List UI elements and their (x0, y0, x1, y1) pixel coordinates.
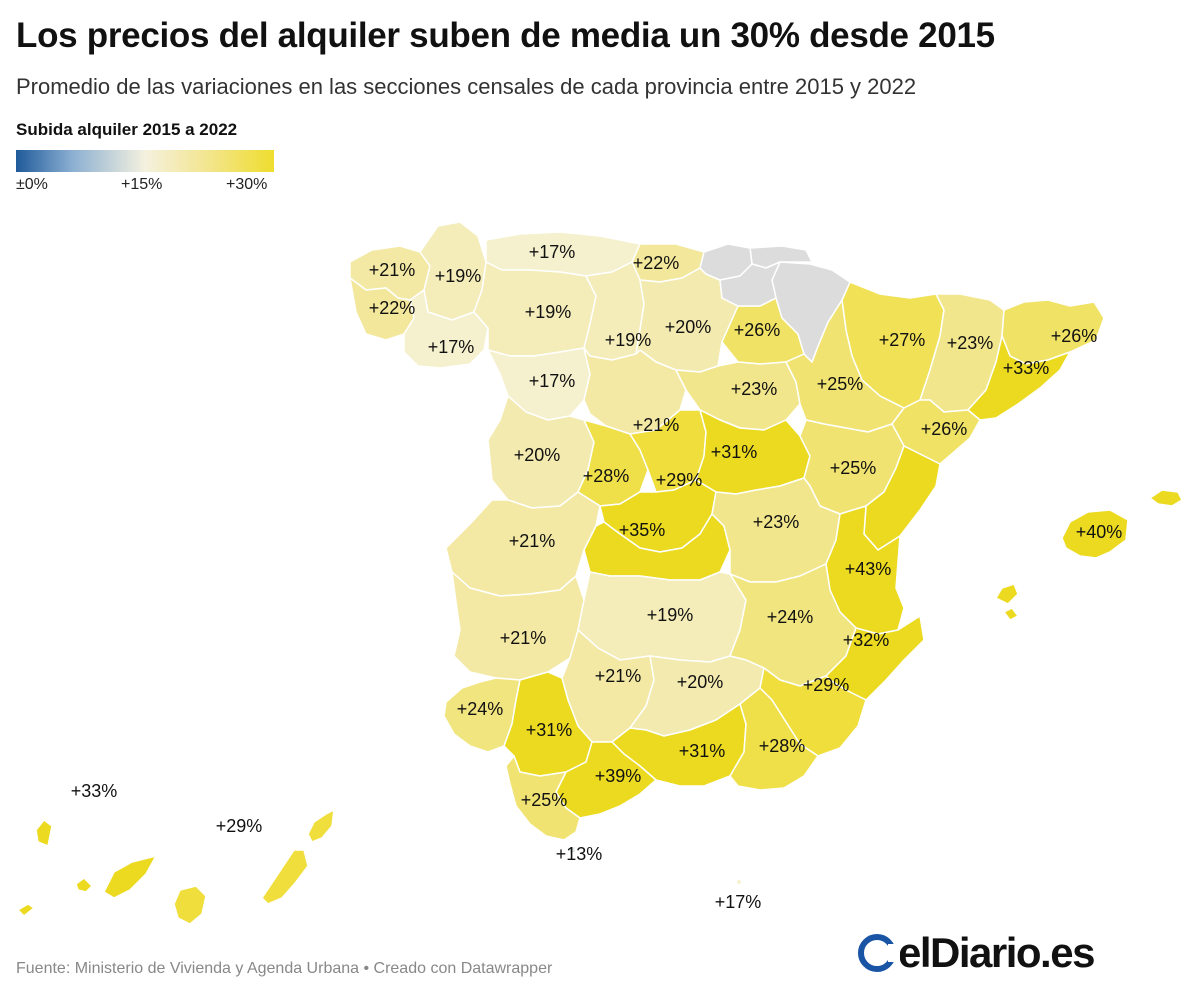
province-label-ourense: +17% (428, 337, 475, 357)
logo-mark-icon (858, 934, 900, 972)
legend-tick-min: ±0% (16, 176, 48, 193)
province-label-soria: +23% (731, 379, 778, 399)
province-label-lugo: +19% (435, 266, 482, 286)
province-santa-cruz-de-tenerife[interactable] (17, 819, 157, 917)
province-label-a-coruna: +21% (369, 260, 416, 280)
province-label-palencia: +19% (605, 330, 652, 350)
province-label-santa-cruz-de-tenerife: +33% (71, 781, 118, 801)
province-label-pontevedra: +22% (369, 298, 416, 318)
province-label-zaragoza: +25% (817, 374, 864, 394)
province-label-valladolid: +21% (633, 415, 680, 435)
chart-title: Los precios del alquiler suben de media … (16, 16, 995, 55)
province-label-huesca: +27% (879, 330, 926, 350)
legend-gradient-bar (16, 150, 274, 172)
province-label-sevilla: +31% (526, 720, 573, 740)
province-label-malaga: +39% (595, 766, 642, 786)
province-cadiz[interactable] (505, 755, 581, 841)
eldiario-logo[interactable]: elDiario.es (858, 928, 1095, 978)
province-label-huelva: +24% (457, 699, 504, 719)
province-label-melilla: +17% (715, 892, 762, 912)
province-label-ceuta: +13% (556, 844, 603, 864)
province-label-las-palmas: +29% (216, 816, 263, 836)
province-ceuta[interactable] (567, 845, 577, 855)
province-label-badajoz: +21% (500, 628, 547, 648)
province-label-murcia: +29% (803, 675, 850, 695)
province-label-tarragona: +26% (921, 419, 968, 439)
province-almeria[interactable] (729, 687, 819, 791)
province-label-granada: +31% (679, 741, 726, 761)
legend-tick-max: +30% (226, 176, 268, 193)
province-label-zamora: +17% (529, 371, 576, 391)
province-melilla[interactable] (735, 878, 743, 886)
province-label-girona: +26% (1051, 326, 1098, 346)
province-baleares[interactable] (995, 489, 1183, 621)
color-legend: Subida alquiler 2015 a 2022 ±0% +15% +30… (16, 120, 276, 193)
province-label-leon: +19% (525, 302, 572, 322)
province-label-ciudad-real: +19% (647, 605, 694, 625)
province-labels: +21% +19% +22% +17% +17% +22% +19% +17% +19% +20%… (71, 242, 1123, 912)
province-label-caceres: +21% (509, 531, 556, 551)
province-label-avila: +28% (583, 466, 630, 486)
province-label-jaen: +20% (677, 672, 724, 692)
province-label-cuenca: +23% (753, 512, 800, 532)
legend-tick-mid: +15% (121, 176, 163, 193)
province-label-guadalajara: +31% (711, 442, 758, 462)
province-label-salamanca: +20% (514, 445, 561, 465)
province-araba[interactable] (719, 261, 781, 307)
province-label-madrid: +35% (619, 520, 666, 540)
province-label-valencia: +43% (845, 559, 892, 579)
province-label-teruel: +25% (830, 458, 877, 478)
province-label-cantabria: +22% (633, 253, 680, 273)
chart-subtitle: Promedio de las variaciones en las secci… (16, 74, 917, 99)
province-shapes (17, 221, 1183, 925)
province-las-palmas[interactable] (173, 809, 335, 925)
source-note: Fuente: Ministerio de Vivienda y Agenda … (16, 960, 553, 977)
province-label-almeria: +28% (759, 736, 806, 756)
province-label-cordoba: +21% (595, 666, 642, 686)
province-label-baleares: +40% (1076, 522, 1123, 542)
province-label-burgos: +20% (665, 317, 712, 337)
province-label-segovia: +29% (656, 470, 703, 490)
province-label-asturias: +17% (529, 242, 576, 262)
logo-text: elDiario.es (898, 929, 1095, 976)
province-label-albacete: +24% (767, 607, 814, 627)
province-navarra[interactable] (771, 261, 851, 363)
province-label-cadiz: +25% (521, 790, 568, 810)
legend-title: Subida alquiler 2015 a 2022 (16, 120, 238, 139)
province-label-la-rioja: +26% (734, 320, 781, 340)
province-castellon[interactable] (863, 445, 941, 551)
province-label-barcelona: +33% (1003, 358, 1050, 378)
province-label-lleida: +23% (947, 333, 994, 353)
province-label-alicante: +32% (843, 630, 890, 650)
